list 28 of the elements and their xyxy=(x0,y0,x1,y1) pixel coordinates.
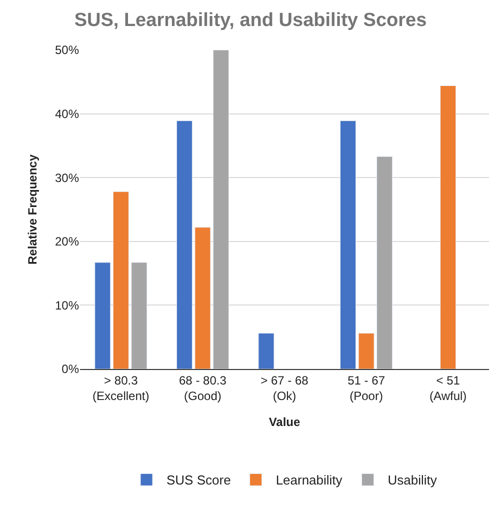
bar xyxy=(358,333,374,369)
y-tick-label: 50% xyxy=(54,43,80,58)
bar xyxy=(194,227,211,369)
x-tick-label: 68 - 80.3 (Good) xyxy=(179,373,227,403)
y-tick-label: 40% xyxy=(54,107,80,121)
bar xyxy=(376,156,393,369)
legend-label: Usability xyxy=(388,472,438,488)
bar xyxy=(176,120,192,369)
y-tick-label: 10% xyxy=(54,298,80,312)
x-tick-label: > 67 - 68 (Ok) xyxy=(260,373,309,403)
bar xyxy=(340,120,356,369)
y-tick-label: 30% xyxy=(54,170,80,185)
legend-label: Learnability xyxy=(276,472,343,488)
bar xyxy=(440,85,456,369)
x-tick-label: > 80.3 (Excellent) xyxy=(92,373,150,403)
bar xyxy=(112,191,129,369)
bar xyxy=(212,50,229,369)
y-axis-title: Relative Frequency xyxy=(25,154,40,265)
x-tick-label: 51 - 67 (Poor) xyxy=(348,373,386,403)
y-tick-label: 0% xyxy=(62,362,80,376)
bar xyxy=(131,262,148,369)
y-tick-label: 20% xyxy=(54,234,80,249)
x-tick-label: < 51 (Awful) xyxy=(430,373,467,403)
bar xyxy=(258,333,274,369)
legend-label: SUS Score xyxy=(166,472,231,488)
x-axis-title: Value xyxy=(268,414,300,429)
bar xyxy=(94,262,111,369)
chart-title: SUS, Learnability, and Usability Scores xyxy=(74,10,427,31)
